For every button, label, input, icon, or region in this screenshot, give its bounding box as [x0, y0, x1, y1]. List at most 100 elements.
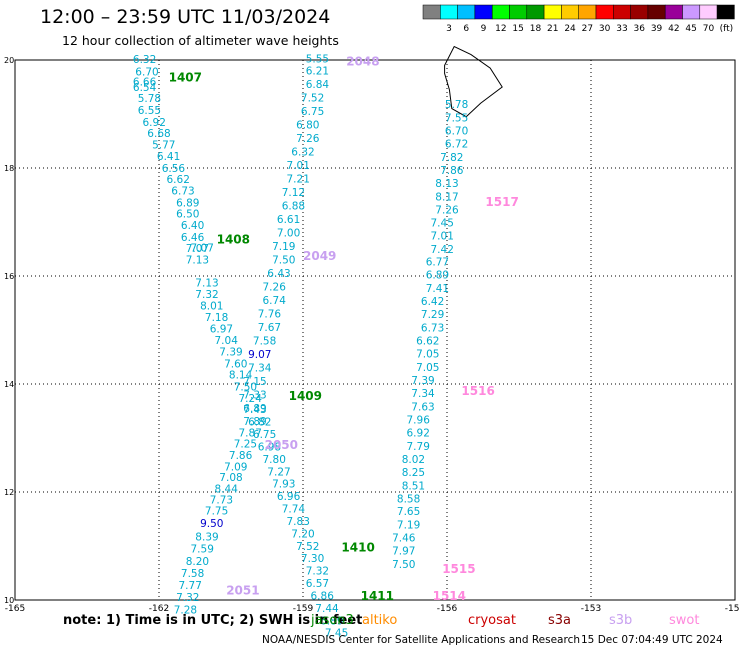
page-subtitle: 12 hour collection of altimeter wave hei…	[62, 33, 339, 48]
wave-height-value: 6.32	[133, 54, 156, 66]
wave-height-value: 7.21	[287, 174, 310, 186]
wave-height-value: 7.15	[243, 376, 266, 388]
wave-height-value: 7.96	[407, 414, 431, 426]
pass-number-label: 1515	[442, 562, 475, 576]
wave-height-value: 7.76	[258, 309, 282, 321]
wave-height-value: 7.63	[411, 401, 434, 413]
wave-height-value: 8.25	[402, 467, 425, 479]
x-tick-label: -162	[149, 604, 169, 614]
colorbar-swatch	[664, 4, 683, 20]
wave-height-value: 7.34	[411, 388, 435, 400]
wave-height-value: 6.42	[421, 296, 444, 308]
wave-height-value: 7.67	[258, 322, 281, 334]
wave-height-value: 6.89	[320, 615, 343, 627]
legend-altiko: altiko	[362, 613, 398, 628]
colorbar-swatch	[457, 4, 476, 20]
wave-height-value: 7.44	[315, 603, 339, 615]
x-tick-label: -153	[581, 604, 601, 614]
legend-s3b: s3b	[609, 613, 633, 628]
page-title: 12:00 – 23:59 UTC 11/03/2024	[40, 6, 331, 28]
pass-number-label: 2048	[346, 54, 379, 68]
y-tick-label: 16	[4, 272, 14, 281]
wave-height-value: 7.75	[205, 506, 228, 518]
wave-height-value: 7.59	[191, 543, 214, 555]
wave-height-value: 7.13	[195, 277, 218, 289]
wave-height-value: 6.21	[306, 66, 329, 78]
wave-height-value: 7.29	[421, 309, 444, 321]
wave-height-value: 6.40	[181, 220, 204, 232]
wave-height-value: 6.70	[445, 126, 468, 138]
colorbar-label: 27	[582, 24, 593, 34]
legend-s3a: s3a	[548, 613, 572, 628]
wave-height-value: 7.39	[219, 346, 242, 358]
wave-height-value: 7.07	[191, 243, 214, 255]
colorbar-swatch	[526, 4, 545, 20]
y-tick-label: 18	[4, 164, 14, 173]
wave-height-value: 7.52	[296, 541, 319, 553]
wave-height-value: 7.01	[431, 230, 454, 242]
wave-height-value: 9.07	[248, 349, 271, 361]
wave-height-value: 7.30	[301, 553, 324, 565]
wave-height-value: 6.32	[291, 147, 314, 159]
wave-height-value: 7.86	[229, 450, 253, 462]
wave-height-value: 7.60	[224, 358, 247, 370]
wave-height-value: 6.72	[445, 138, 468, 150]
y-tick-label: 10	[4, 596, 14, 605]
colorbar-label: 9	[481, 24, 487, 34]
wave-height-value: 7.08	[219, 472, 242, 484]
wave-height-value: 7.58	[253, 336, 276, 348]
pass-number-label: 1408	[217, 233, 250, 247]
colorbar-label: 3	[446, 24, 452, 34]
wave-height-value: 8.20	[186, 556, 209, 568]
wave-height-value: 6.56	[162, 163, 186, 175]
wave-height-value: 7.89	[243, 416, 266, 428]
wave-height-value: 7.50	[272, 255, 295, 267]
wave-height-value: 7.50	[234, 381, 257, 393]
wave-height-value: 6.88	[282, 201, 305, 213]
wave-height-value: 7.73	[210, 494, 233, 506]
colorbar-swatch	[543, 4, 562, 20]
colorbar-label: 15	[512, 24, 523, 34]
wave-height-value: 7.83	[287, 516, 310, 528]
pass-number-label: 2051	[226, 584, 259, 598]
pass-number-label: 1410	[341, 540, 374, 554]
wave-height-value: 8.39	[195, 532, 218, 544]
colorbar-label: 6	[463, 24, 469, 34]
wave-height-value: 6.50	[176, 209, 199, 221]
y-tick-label: 12	[4, 488, 14, 497]
legend-cryosat: cryosat	[468, 613, 516, 628]
wave-height-value: 6.75	[301, 106, 324, 118]
wave-height-value: 7.18	[205, 312, 228, 324]
wave-height-value: 6.73	[171, 185, 194, 197]
wave-height-value: 6.96	[277, 491, 301, 503]
wave-height-value: 7.13	[186, 255, 209, 267]
wave-height-value: 7.19	[397, 520, 420, 532]
wave-height-value: 6.86	[311, 590, 335, 602]
colorbar-swatch	[422, 4, 441, 20]
wave-height-value: 6.92	[143, 117, 166, 129]
pass-number-label: 1411	[361, 589, 394, 603]
wave-height-value: 7.00	[277, 228, 300, 240]
wave-height-value: 7.46	[392, 533, 416, 545]
pass-number-label: 1516	[461, 384, 494, 398]
wave-height-value: 6.46	[181, 232, 205, 244]
wave-height-value: 6.54	[133, 82, 157, 94]
colorbar-label: 39	[651, 24, 663, 34]
wave-height-value: 7.09	[224, 461, 247, 473]
colorbar-swatch	[474, 4, 493, 20]
colorbar-label: 21	[547, 24, 558, 34]
wave-height-value: 7.79	[407, 441, 430, 453]
wave-height-value: 7.45	[431, 217, 454, 229]
wave-height-value: 7.20	[291, 528, 314, 540]
wave-height-value: 7.58	[181, 568, 204, 580]
wave-height-value: 7.04	[215, 335, 239, 347]
wave-height-value: 6.82	[248, 417, 271, 429]
wave-height-value: 8.01	[200, 300, 223, 312]
footer-note: note: 1) Time is in UTC; 2) SWH is in fe…	[63, 613, 363, 628]
island-outline	[444, 45, 503, 118]
wave-height-value: 7.27	[267, 466, 290, 478]
colorbar-label: 12	[495, 24, 506, 34]
wave-height-value: 8.13	[435, 178, 458, 190]
pass-number-label: 1407	[169, 71, 202, 85]
wave-height-value: 7.55	[445, 113, 468, 125]
